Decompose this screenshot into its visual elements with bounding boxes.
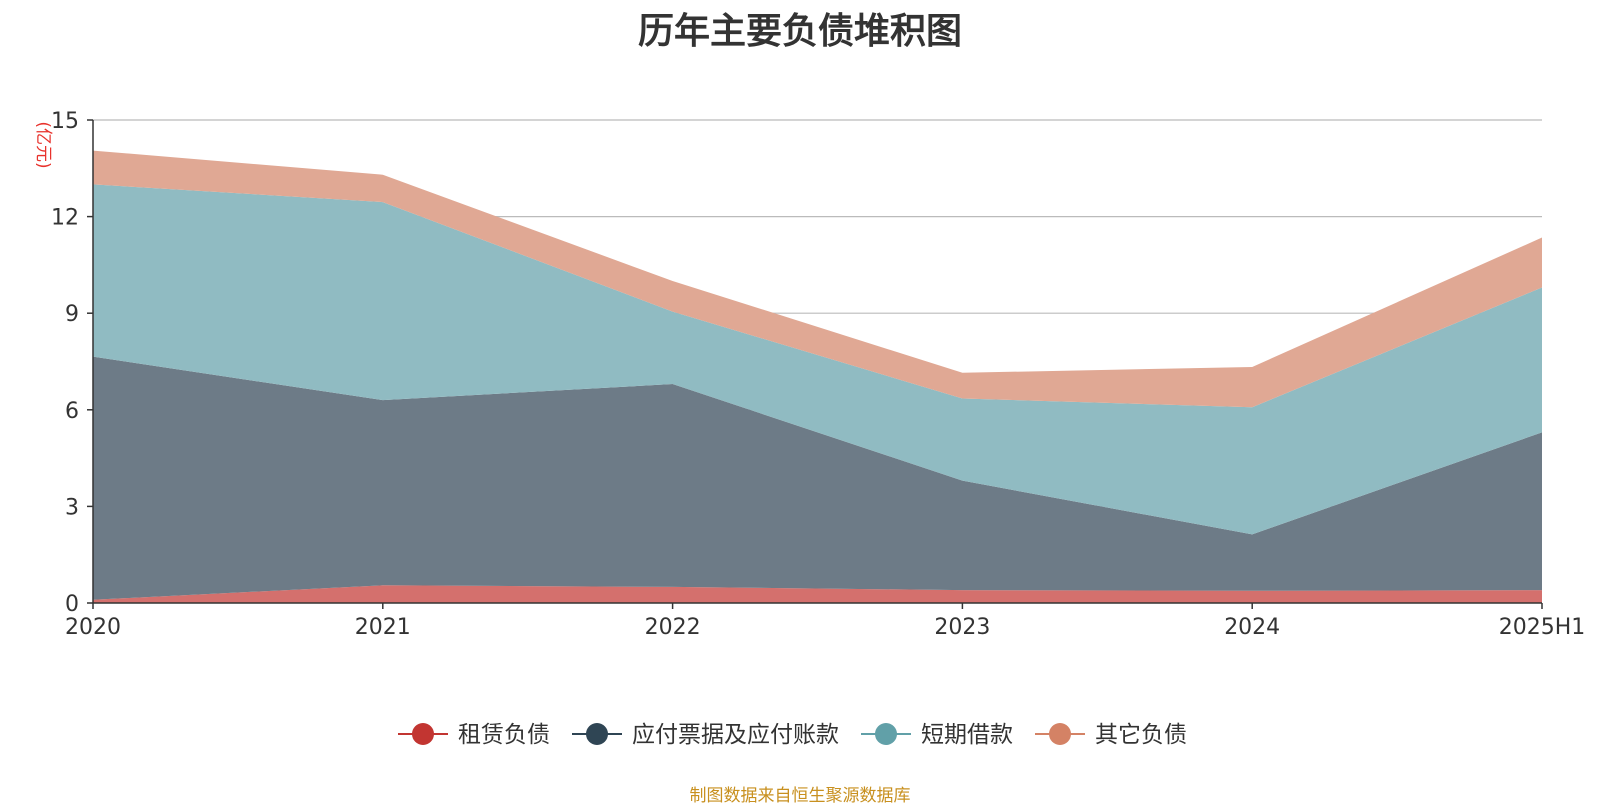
legend-marker (875, 723, 897, 745)
x-tick-label: 2020 (65, 615, 121, 640)
legend-label: 租赁负债 (458, 722, 550, 748)
y-tick-label: 6 (65, 399, 79, 424)
x-tick-label: 2022 (645, 615, 701, 640)
legend-label: 短期借款 (921, 722, 1013, 748)
area-series-3[interactable] (93, 184, 1542, 535)
area-series-4[interactable] (93, 150, 1542, 408)
y-axis-label: (亿元) (33, 121, 53, 168)
chart-title: 历年主要负债堆积图 (637, 11, 962, 52)
area-series-1[interactable] (93, 585, 1542, 603)
area-series (93, 150, 1542, 603)
y-tick-label: 9 (65, 302, 79, 327)
x-tick-label: 2024 (1224, 615, 1280, 640)
legend-marker (412, 723, 434, 745)
legend-item-4[interactable]: 其它负债 (1035, 722, 1187, 748)
source-note: 制图数据来自恒生聚源数据库 (689, 786, 911, 806)
y-tick-label: 15 (51, 109, 79, 134)
legend: 租赁负债 应付票据及应付账款 短期借款 其它负债 (398, 722, 1187, 748)
y-tick-label: 3 (65, 495, 79, 520)
y-tick-label: 0 (65, 592, 79, 617)
legend-label: 其它负债 (1095, 722, 1187, 748)
y-tick-label: 12 (51, 206, 79, 231)
x-tick-label: 2025H1 (1499, 615, 1586, 640)
legend-item-3[interactable]: 短期借款 (861, 722, 1013, 748)
legend-marker (586, 723, 608, 745)
x-tick-label: 2021 (355, 615, 411, 640)
legend-item-1[interactable]: 租赁负债 (398, 722, 550, 748)
legend-marker (1049, 723, 1071, 745)
legend-item-2[interactable]: 应付票据及应付账款 (572, 722, 839, 748)
axes: 0 3 6 9 12 15 2020 2021 2022 2023 2024 2025H1 (亿元) (33, 109, 1585, 640)
area-series-2[interactable] (93, 356, 1542, 600)
x-tick-label: 2023 (934, 615, 990, 640)
legend-label: 应付票据及应付账款 (632, 722, 839, 748)
